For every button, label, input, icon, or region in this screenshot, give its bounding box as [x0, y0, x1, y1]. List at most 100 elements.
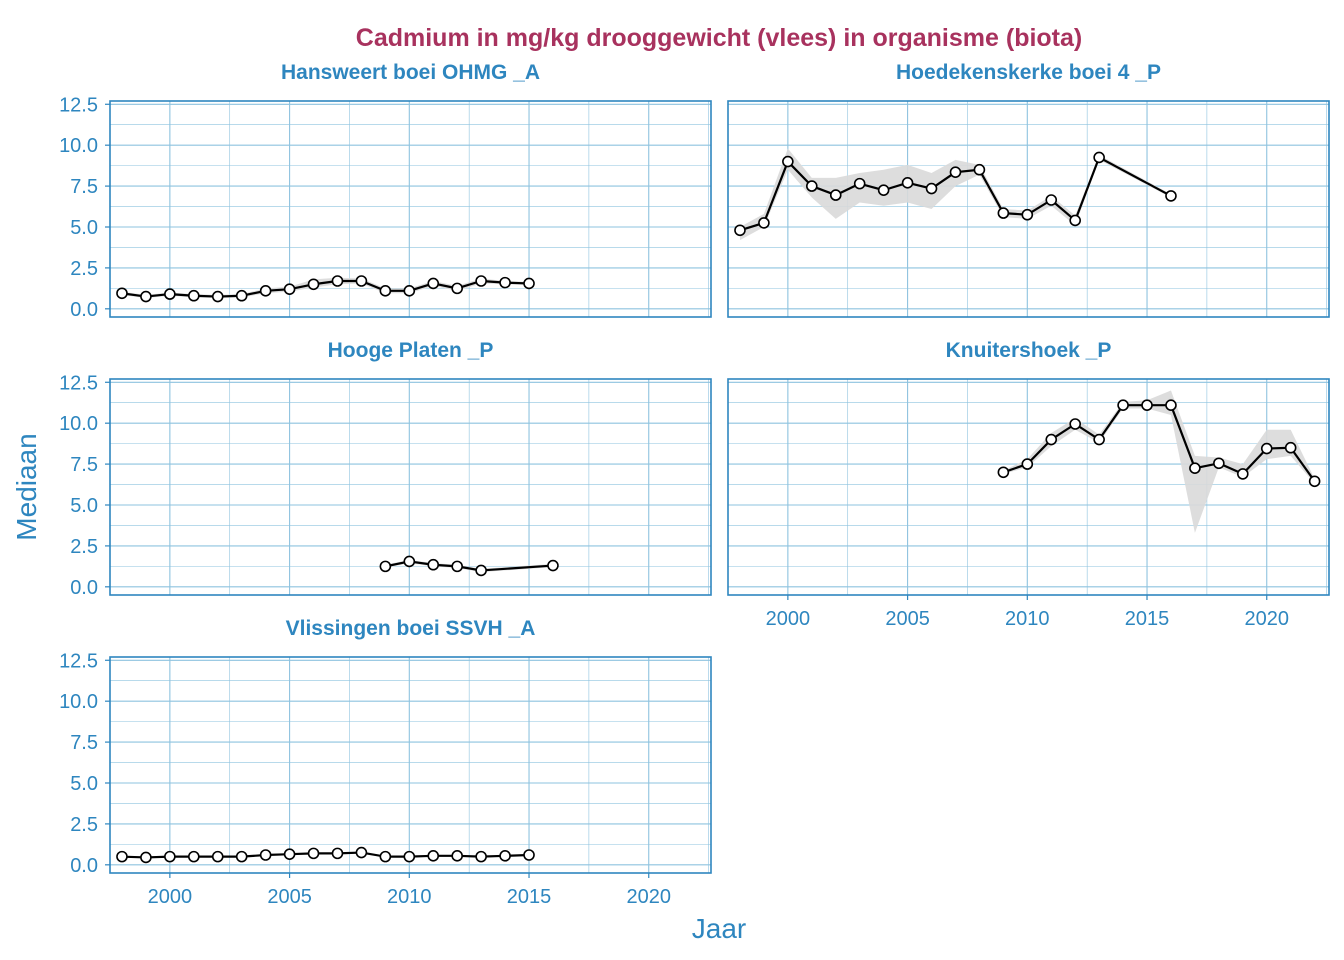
panel-border	[109, 378, 712, 596]
data-point	[211, 850, 224, 863]
data-point	[997, 207, 1010, 219]
confidence-ribbon	[1003, 390, 1315, 533]
panel-border	[109, 656, 712, 874]
data-point	[1260, 442, 1273, 455]
x-tick-label: 2020	[1244, 608, 1289, 630]
data-point	[140, 851, 152, 864]
x-tick-label: 2000	[148, 886, 193, 908]
data-point	[523, 849, 535, 861]
data-point	[1021, 458, 1034, 470]
y-tick-label: 5.0	[70, 773, 98, 795]
data-point	[1069, 418, 1081, 430]
data-point	[116, 850, 128, 863]
data-point	[235, 289, 248, 302]
panel-border	[727, 100, 1330, 318]
data-point	[188, 850, 200, 863]
data-point	[758, 217, 770, 229]
panel-border	[727, 378, 1330, 596]
data-point	[188, 289, 200, 302]
data-point	[949, 166, 962, 178]
data-point	[1165, 190, 1177, 202]
data-point	[734, 224, 746, 237]
data-point	[331, 847, 344, 860]
y-tick-label: 10.0	[59, 691, 98, 713]
y-tick-label: 7.5	[70, 454, 98, 476]
data-point	[211, 290, 224, 303]
data-point	[379, 285, 392, 297]
y-tick-label: 2.5	[70, 258, 98, 280]
gridlines	[728, 379, 1329, 595]
y-tick-label: 2.5	[70, 536, 98, 558]
data-point	[403, 285, 416, 297]
data-point	[1189, 462, 1201, 474]
y-tick-label: 12.5	[59, 650, 98, 672]
data-point	[235, 850, 248, 863]
data-point	[925, 182, 938, 195]
data-point	[1093, 151, 1105, 164]
x-tick-label: 2005	[267, 886, 312, 908]
data-point	[355, 846, 368, 859]
panel-vlissingen-boei-ssvh-a: Vlissingen boei SSVH _A 0.0 2.5 5.0 7.5 10.0 1…	[59, 617, 712, 908]
data-point	[1093, 433, 1105, 446]
panel-hoedekenskerke-boei-4-p: Hoedekenskerke boei 4 _P	[727, 61, 1330, 318]
data-point	[259, 849, 272, 861]
y-tick-label: 2.5	[70, 814, 98, 836]
panel-title: Vlissingen boei SSVH _A	[286, 617, 536, 640]
x-tick-label: 2020	[626, 886, 671, 908]
gridlines	[728, 101, 1329, 317]
x-tick-label: 2015	[507, 886, 552, 908]
panel-title: Knuitershoek _P	[946, 339, 1112, 362]
data-point	[806, 180, 818, 192]
y-tick-label: 7.5	[70, 176, 98, 198]
data-point	[1045, 433, 1058, 446]
chart-title: Cadmium in mg/kg drooggewicht (vlees) in…	[356, 24, 1082, 52]
panel-hansweert-boei-ohmg-a: Hansweert boei OHMG _A 0.0 2.5 5.0 7.5 10.0 12…	[59, 61, 712, 321]
data-point	[475, 850, 487, 863]
data-point	[1308, 475, 1321, 488]
data-point	[164, 850, 176, 863]
data-point	[403, 555, 416, 568]
y-tick-label: 0.0	[70, 855, 98, 877]
y-axis-title: Mediaan	[11, 433, 42, 540]
data-point	[283, 848, 296, 860]
y-tick-label: 12.5	[59, 94, 98, 116]
x-tick-label: 2005	[885, 608, 930, 630]
data-point	[140, 290, 152, 303]
data-point	[1141, 399, 1153, 411]
data-point	[1213, 457, 1225, 470]
data-point	[355, 275, 368, 287]
data-point	[782, 155, 794, 168]
gridlines	[110, 657, 711, 873]
data-point	[499, 850, 511, 862]
panel-title: Hooge Platen _P	[328, 339, 494, 362]
data-point	[331, 275, 344, 287]
y-tick-label: 12.5	[59, 372, 98, 394]
series-line	[121, 851, 530, 859]
panel-knuitershoek-p: Knuitershoek _P 2000 2005 2010 2015 2020	[727, 339, 1330, 630]
data-point	[451, 560, 463, 573]
confidence-ribbon	[121, 277, 530, 299]
data-point	[379, 850, 392, 863]
data-point	[427, 558, 440, 571]
panel-hooge-platen-p: Hooge Platen _P 0.0 2.5 5.0 7.5 10.0 12.5	[59, 339, 712, 599]
data-point	[1021, 208, 1034, 221]
data-point	[403, 850, 416, 863]
x-tick-label: 2000	[766, 608, 811, 630]
panels: Hansweert boei OHMG _A 0.0 2.5 5.0 7.5 10.0 12…	[59, 61, 1330, 908]
data-point	[877, 184, 890, 196]
data-point	[523, 277, 535, 290]
data-point	[451, 282, 463, 295]
data-point	[307, 278, 320, 291]
data-point	[829, 189, 842, 201]
x-axis-title: Jaar	[692, 913, 746, 944]
data-point	[1069, 214, 1081, 227]
panel-title: Hansweert boei OHMG _A	[281, 61, 540, 84]
data-point	[973, 163, 986, 176]
data-point	[307, 847, 320, 860]
panel-border	[109, 100, 712, 318]
y-tick-label: 0.0	[70, 577, 98, 599]
data-point	[1045, 194, 1058, 206]
data-point	[547, 559, 559, 572]
x-tick-label: 2015	[1125, 608, 1170, 630]
